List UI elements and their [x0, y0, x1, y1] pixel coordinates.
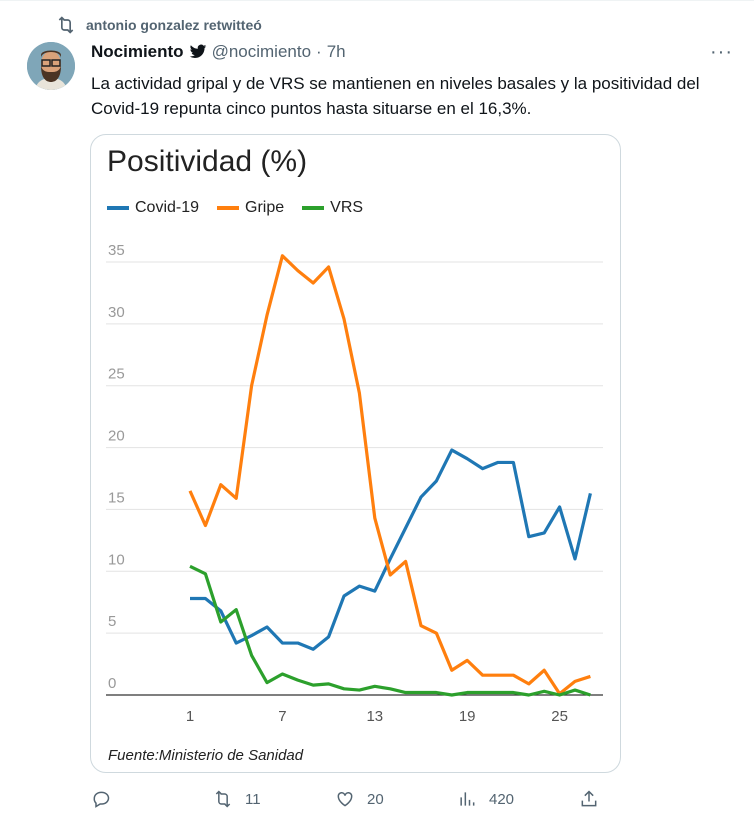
x-tick-label: 13: [366, 708, 383, 725]
series-line-gripe: [188, 254, 591, 696]
x-tick-label: 1: [186, 708, 194, 725]
tweet-text: La actividad gripal y de VRS se mantiene…: [91, 74, 700, 118]
chart-source: Fuente:Ministerio de Sanidad: [108, 747, 304, 764]
x-tick-label: 25: [551, 708, 568, 725]
y-tick-label: 15: [108, 489, 125, 506]
like-button[interactable]: 20: [335, 789, 457, 809]
y-tick-label: 0: [108, 675, 116, 692]
tweet-header: Nocimiento @nocimiento · 7h: [91, 42, 346, 62]
views-button[interactable]: 420: [457, 789, 579, 809]
separator: ·: [316, 42, 322, 61]
y-tick-label: 25: [108, 366, 125, 383]
chart-image[interactable]: Positividad (%) Covid-19 Gripe VRS 0 5 10 1…: [90, 134, 621, 773]
share-icon: [581, 790, 597, 807]
legend-vrs: VRS: [302, 199, 363, 217]
timestamp[interactable]: 7h: [326, 42, 346, 61]
retweet-button[interactable]: 11: [213, 789, 335, 809]
series-line-vrs: [189, 564, 591, 697]
retweet-banner: antonio gonzalez retwitteó: [56, 15, 262, 35]
author-handle[interactable]: @nocimiento: [211, 42, 312, 61]
author-name[interactable]: Nocimiento: [91, 42, 184, 61]
chart-legend: Covid-19 Gripe VRS: [107, 199, 363, 217]
more-options-button[interactable]: ···: [710, 41, 733, 63]
series-line-covid-19: [190, 448, 592, 651]
y-tick-label: 20: [108, 428, 125, 445]
x-tick-label: 19: [459, 708, 476, 725]
legend-gripe: Gripe: [217, 199, 284, 217]
legend-covid: Covid-19: [107, 199, 199, 217]
line-chart: 0 5 10 15 20 25 30 35 1 7 13 19 25: [106, 242, 603, 725]
retweet-icon: [215, 790, 231, 808]
reply-button[interactable]: [91, 789, 213, 809]
view-count: 420: [489, 790, 515, 808]
x-tick-label: 7: [278, 708, 286, 725]
y-tick-label: 10: [108, 551, 125, 568]
avatar[interactable]: [27, 42, 75, 90]
y-tick-label: 35: [108, 242, 125, 259]
chart-title: Positividad (%): [107, 145, 308, 178]
heart-icon: [337, 791, 353, 807]
like-count: 20: [367, 790, 384, 808]
reply-icon: [93, 791, 110, 808]
y-tick-label: 5: [108, 613, 116, 630]
share-button[interactable]: [579, 789, 599, 809]
tweet-actions: 11 20 420: [91, 789, 631, 809]
retweeted-by[interactable]: antonio gonzalez retwitteó: [86, 17, 262, 33]
y-tick-label: 30: [108, 304, 125, 321]
twitter-bird-icon: [189, 44, 206, 59]
retweet-count: 11: [245, 790, 261, 808]
retweet-icon: [58, 16, 74, 34]
views-icon: [460, 792, 475, 806]
